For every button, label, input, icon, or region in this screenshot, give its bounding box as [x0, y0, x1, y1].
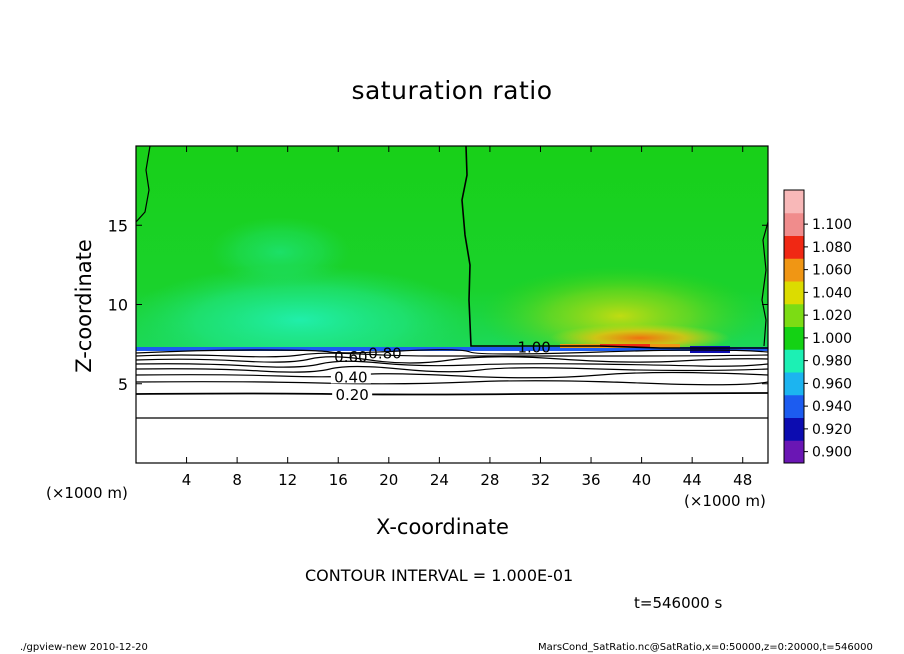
time-stamp: t=546000 s: [634, 594, 723, 612]
colorbar-label: 0.900: [812, 445, 852, 461]
heatmap-field: [136, 146, 768, 463]
contour-line: [136, 392, 768, 396]
colorbar-label: 1.060: [812, 263, 852, 279]
contour-label: 0.20: [335, 386, 368, 404]
x-tick-label: 12: [278, 471, 297, 489]
contour-label: 0.80: [368, 345, 401, 363]
contour-line: [136, 380, 768, 386]
dry-layer-fill: [136, 351, 768, 463]
contour-line: [136, 371, 768, 379]
x-tick-label: 4: [182, 471, 192, 489]
colorbar-label: 1.100: [812, 217, 852, 233]
y-tick-label: 10: [108, 296, 128, 315]
colorbar-segment: [784, 440, 804, 464]
x-tick-label: 40: [632, 471, 651, 489]
colorbar-label: 0.980: [812, 354, 852, 370]
y-tick-label: 5: [118, 375, 128, 394]
colorbar-label: 1.020: [812, 308, 852, 324]
contour-label: 1.00: [517, 338, 550, 356]
x-tick-label: 32: [531, 471, 550, 489]
colorbar-segment: [784, 212, 804, 236]
x-tick-label: 44: [683, 471, 702, 489]
contour-line: [761, 221, 768, 347]
colorbar-label: 0.920: [812, 422, 852, 438]
x-tick-label: 24: [430, 471, 449, 489]
y-axis-title: Z-coordinate: [72, 239, 96, 373]
contour-line: [136, 146, 151, 223]
colorbar: 0.900 0.920 0.940 0.960 0.980 1.000 1.020 1.040…: [783, 189, 852, 464]
colorbar-segment: [784, 326, 804, 350]
colorbar-label: 1.040: [812, 285, 852, 301]
colorbar-label: 1.080: [812, 240, 852, 256]
colorbar-segment: [784, 190, 804, 214]
colorbar-label: 0.940: [812, 399, 852, 415]
y-tick-label: 15: [108, 216, 128, 235]
contour-label: 0.60: [334, 348, 367, 366]
contour-lines: [136, 146, 768, 419]
colorbar-segment: [784, 235, 804, 259]
moist-boundary-band: [136, 347, 768, 351]
x-tick-label: 28: [480, 471, 499, 489]
moist-region-upper: [210, 217, 350, 287]
y-axis-ticks: 5 10 15: [108, 216, 768, 394]
x-tick-label: 48: [733, 471, 752, 489]
x-axis-ticks: 4 8 12 16 20 24 28 32 36 40 44 48: [182, 146, 752, 489]
colorbar-segment: [784, 303, 804, 327]
colorbar-segment: [784, 258, 804, 282]
colorbar-label: 1.000: [812, 331, 852, 347]
colorbar-segment: [784, 394, 804, 418]
contour-line: [136, 352, 768, 358]
z-axis-unit-label: (×1000 m): [46, 484, 128, 502]
contour-line: [136, 365, 768, 373]
contour-label-bg: [330, 369, 371, 384]
colorbar-segment: [784, 417, 804, 441]
contour-line: [136, 360, 768, 368]
footer-source-file: MarsCond_SatRatio.nc@SatRatio,x=0:50000,…: [538, 642, 873, 653]
footer-program-date: ./gpview-new 2010-12-20: [20, 642, 148, 653]
x-tick-label: 36: [581, 471, 600, 489]
contour-interval-note: CONTOUR INTERVAL = 1.000E-01: [305, 566, 574, 585]
contour-label: 0.40: [334, 368, 367, 386]
contour-labels: 1.00 0.800.60 0.400.20: [330, 338, 551, 404]
colorbar-segment: [784, 281, 804, 305]
chart-title: saturation ratio: [351, 76, 553, 105]
hot-band-core: [600, 344, 650, 347]
colorbar-label: 0.960: [812, 376, 852, 392]
colorbar-segment: [784, 372, 804, 396]
colorbar-frame: [783, 189, 805, 464]
x-tick-label: 20: [379, 471, 398, 489]
contour-line: [136, 356, 768, 364]
contour-label-bg: [332, 386, 373, 401]
contour-line: [461, 146, 768, 349]
x-tick-label: 8: [232, 471, 242, 489]
x-axis-title: X-coordinate: [376, 515, 509, 539]
contour-line: [136, 349, 768, 355]
x-axis-unit-label: (×1000 m): [684, 492, 766, 510]
colorbar-segment: [784, 349, 804, 373]
x-tick-label: 16: [329, 471, 348, 489]
